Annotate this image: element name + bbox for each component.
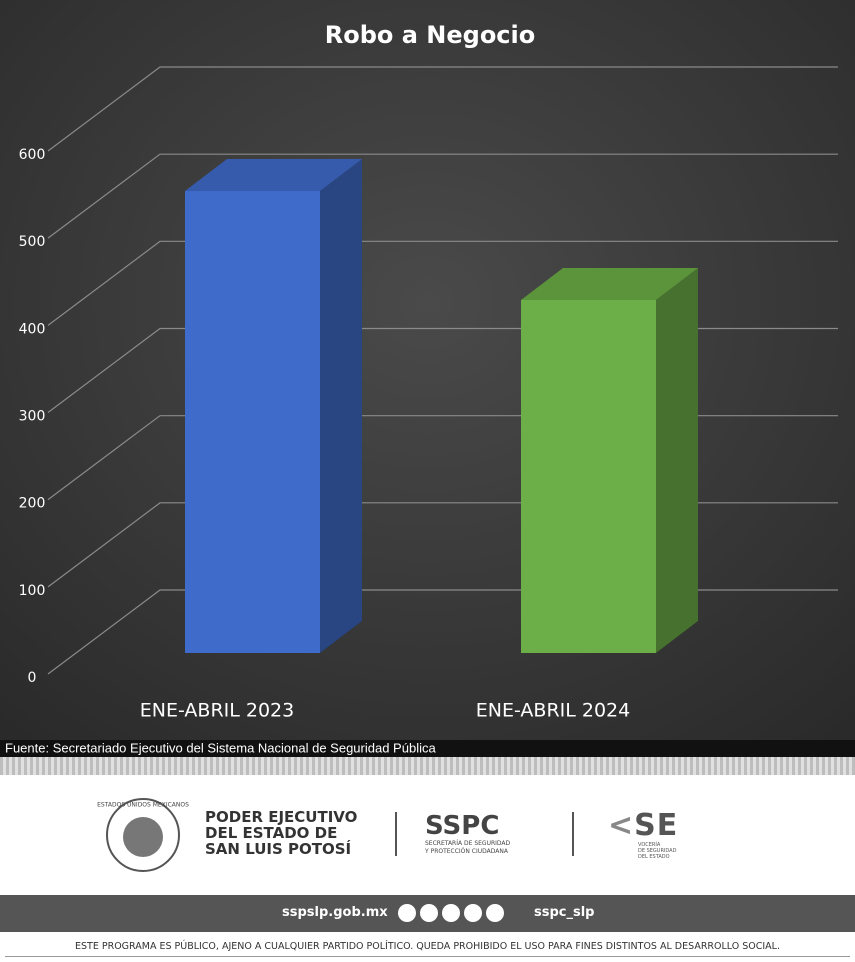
se-sub: VOCERÍA	[638, 842, 661, 848]
bar-side	[320, 159, 362, 653]
social-icons	[398, 904, 504, 922]
y-tick-label: 100	[19, 583, 46, 599]
instagram-icon[interactable]	[464, 904, 482, 922]
gov-line: DEL ESTADO DE	[205, 824, 338, 842]
disclaimer: ESTE PROGRAMA ES PÚBLICO, AJENO A CUALQU…	[75, 941, 780, 952]
contact-bar: sspslp.gob.mx sspc_slp	[0, 895, 855, 932]
x-tick-label: ENE-ABRIL 2023	[140, 700, 294, 722]
sspc-sub: SECRETARÍA DE SEGURIDAD	[425, 840, 511, 847]
bar-top	[521, 267, 698, 300]
grid-line	[47, 240, 838, 326]
x-icon[interactable]	[420, 904, 438, 922]
website[interactable]: sspslp.gob.mx	[282, 905, 388, 920]
grid-line	[47, 153, 838, 239]
divider	[572, 812, 574, 856]
gov-name: PODER EJECUTIVO DEL ESTADO DE SAN LUIS P…	[205, 809, 357, 857]
se: <SE VOCERÍA DE SEGURIDAD DEL ESTADO	[608, 808, 679, 861]
chart-title: Robo a Negocio	[325, 21, 536, 49]
se-logo: SE	[634, 808, 679, 843]
y-tick-label: 0	[28, 670, 37, 686]
sspc: SSPC SECRETARÍA DE SEGURIDAD Y PROTECCIÓ…	[425, 812, 510, 856]
source: Fuente: Secretariado Ejecutivo del Siste…	[5, 740, 436, 755]
y-tick-label: 200	[19, 496, 46, 512]
gov-line: PODER EJECUTIVO	[205, 808, 358, 826]
chart-background	[0, 0, 855, 757]
y-tick-label: 300	[19, 409, 46, 425]
se-sub: DEL ESTADO	[638, 854, 670, 860]
emblem: ESTADOS UNIDOS MEXICANOS	[95, 797, 191, 873]
emblem-text: ESTADOS UNIDOS MEXICANOS	[97, 802, 189, 809]
y-tick-label: 500	[19, 234, 46, 250]
facebook-icon[interactable]	[398, 904, 416, 922]
sspc-sub: Y PROTECCIÓN CIUDADANA	[425, 848, 508, 855]
bar	[521, 299, 656, 653]
tiktok-icon[interactable]	[486, 904, 504, 922]
bar-side	[656, 267, 698, 653]
sspc-logo: SSPC	[425, 811, 500, 841]
bar-top	[185, 159, 362, 192]
y-tick-label: 600	[19, 147, 46, 163]
youtube-icon[interactable]	[442, 904, 460, 922]
y-tick-label: 400	[19, 321, 46, 337]
grid-line	[47, 66, 838, 152]
chart: Robo a Negocio Fuente: Secretariado Ejec…	[0, 0, 855, 757]
source-band	[0, 740, 855, 757]
divider	[395, 812, 397, 856]
se-sub: DE SEGURIDAD	[638, 848, 677, 854]
gov-line: SAN LUIS POTOSÍ	[205, 840, 352, 858]
emblem-graphic: ESTADOS UNIDOS MEXICANOS	[97, 798, 189, 872]
stripe-band	[0, 757, 855, 775]
rule	[5, 956, 850, 957]
bar	[185, 191, 320, 653]
x-tick-label: ENE-ABRIL 2024	[476, 700, 630, 722]
handle[interactable]: sspc_slp	[534, 905, 595, 920]
